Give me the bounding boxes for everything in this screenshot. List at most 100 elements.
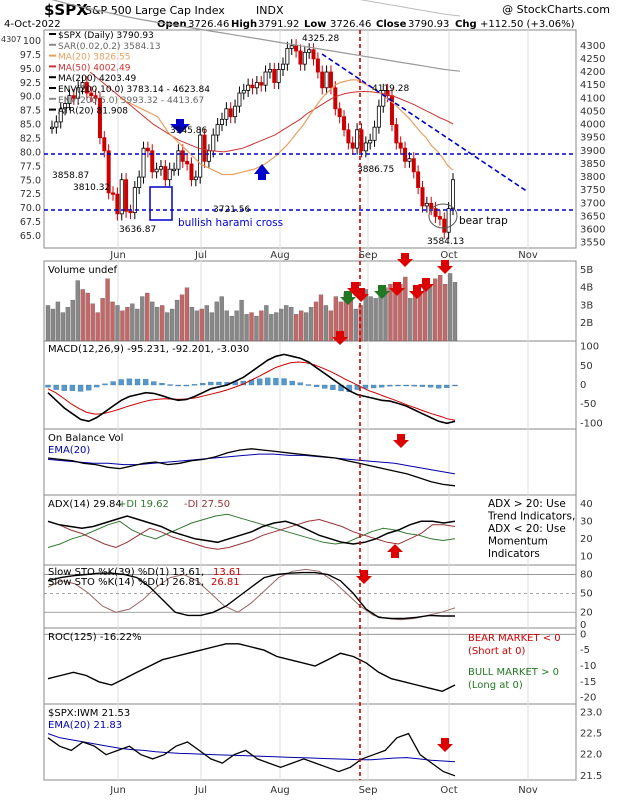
ann-jul-low: 3721.56: [213, 205, 250, 215]
price-legend-item: MA(20) 3826.55: [58, 53, 130, 63]
candle-body: [267, 68, 272, 73]
legend-swatch: [49, 108, 56, 111]
macd-hist-bar: [134, 378, 141, 386]
volume-bar: [328, 310, 334, 342]
legend-swatch: [49, 87, 56, 89]
volume-bar: [229, 315, 234, 342]
volume-bar: [313, 301, 319, 342]
candle-body: [416, 171, 421, 188]
obv-lines: [47, 448, 456, 487]
candle-body: [263, 71, 268, 86]
volume-bar: [452, 282, 458, 342]
macd-lines: [47, 353, 456, 425]
candle-body: [368, 139, 373, 144]
minus-di-line: [47, 518, 456, 550]
macd-hist-bar: [330, 384, 336, 390]
macd-hist-bar: [45, 384, 51, 388]
volume-bar: [289, 307, 294, 342]
volume-bar: [323, 305, 329, 342]
volume-bar: [264, 305, 269, 342]
candle-body: [206, 150, 211, 162]
macd-axis-ticks: -100 -50 0 50 100: [580, 342, 603, 430]
x-label-bottom-3: Sep: [359, 785, 378, 796]
macd-tick: 50: [580, 361, 593, 372]
price-tick: 3750: [580, 185, 605, 196]
price-left-tick: 100: [23, 36, 41, 47]
candle-body: [285, 47, 290, 65]
macd-hist-bar: [411, 384, 417, 387]
volume-red-arrow-icon: [389, 282, 405, 296]
ann-jun-mid: 3810.32: [73, 183, 110, 193]
ann-jun-low: 3636.87: [119, 225, 156, 235]
obv-ema-line: [47, 453, 456, 475]
high-label: High: [231, 19, 257, 30]
roc-notes: BEAR MARKET < 0 (Short at 0) BULL MARKET >…: [468, 633, 561, 691]
ratio-lines: [47, 732, 456, 777]
candle-body: [333, 87, 338, 110]
macd-red-arrow-icon: [332, 331, 348, 345]
volume-bar: [388, 283, 393, 342]
macd-hist-bar: [444, 384, 450, 388]
candle-body: [407, 158, 412, 162]
candle-body: [54, 121, 59, 128]
candle-body: [228, 108, 233, 118]
volume-green-arrow-icon: [374, 285, 390, 299]
price-panel-frame: [43, 29, 577, 249]
candle-body: [437, 216, 442, 220]
price-left-tick: 90.0: [20, 92, 41, 103]
price-left-tick: 80.0: [20, 147, 41, 158]
sto-k39-line: [47, 571, 455, 620]
down-arrow-icon: [170, 119, 190, 134]
volume-bar: [95, 312, 100, 342]
harami-box: [149, 186, 173, 221]
volume-tick: 5B: [580, 265, 593, 276]
volume-bar: [239, 299, 244, 342]
volume-bar: [110, 301, 115, 342]
price-left-tick: 72.5: [20, 189, 41, 200]
x-label-2: Aug: [270, 250, 290, 261]
adx-note-line: Indicators: [488, 548, 540, 560]
price-left-tick: 67.5: [20, 217, 41, 228]
price-left-tick: 87.5: [20, 106, 41, 117]
sto-line2-val: 26.81: [211, 577, 240, 588]
macd-hist-bar: [216, 381, 222, 386]
close-value: 3790.93: [408, 19, 449, 30]
macd-hist-bar: [175, 384, 181, 387]
roc-tick: 0: [580, 629, 586, 640]
candle-body: [211, 134, 216, 152]
volume-bar: [442, 283, 448, 342]
candle-body: [89, 92, 94, 97]
candle-body: [311, 49, 316, 60]
roc-bear-note: BEAR MARKET < 0: [468, 633, 561, 644]
ratio-tick: 21.5: [580, 771, 602, 782]
sto-red-arrow-icon: [356, 570, 372, 584]
roc-tick: -5: [580, 645, 590, 656]
volume-bar: [105, 278, 110, 342]
header-ohlc: Open 3726.46 High 3791.92 Low 3726.46 Cl…: [157, 19, 575, 30]
volume-bar: [125, 307, 130, 342]
volume-bar: [294, 314, 299, 342]
candle-body: [424, 202, 429, 207]
candle-body: [254, 82, 259, 89]
candle-body: [115, 193, 120, 215]
candle-body: [145, 147, 150, 152]
roc-line: [47, 643, 456, 693]
price-left-tick: 85.0: [20, 120, 41, 131]
volume-bar: [209, 312, 214, 342]
candle-body: [76, 87, 81, 99]
ann-jun-peak: 3945.86: [170, 126, 207, 136]
macd-hist-bar: [151, 381, 157, 386]
high-value: 3791.92: [258, 19, 299, 30]
volume-bar: [269, 314, 274, 342]
ma50-line: [89, 71, 454, 153]
candle-body: [337, 108, 342, 118]
ratio-axis-ticks: 21.5 22.0 22.5 23.0: [580, 707, 602, 781]
volume-bar: [184, 287, 190, 342]
adx-pdi-label: +DI 19.62: [118, 499, 169, 510]
price-left-tick: 65.0: [20, 231, 41, 242]
ann-oct-low: 3584.13: [427, 237, 464, 247]
price-tick: 3900: [580, 146, 605, 157]
ratio-tick: 22.0: [580, 750, 602, 761]
candle-body: [172, 168, 177, 172]
